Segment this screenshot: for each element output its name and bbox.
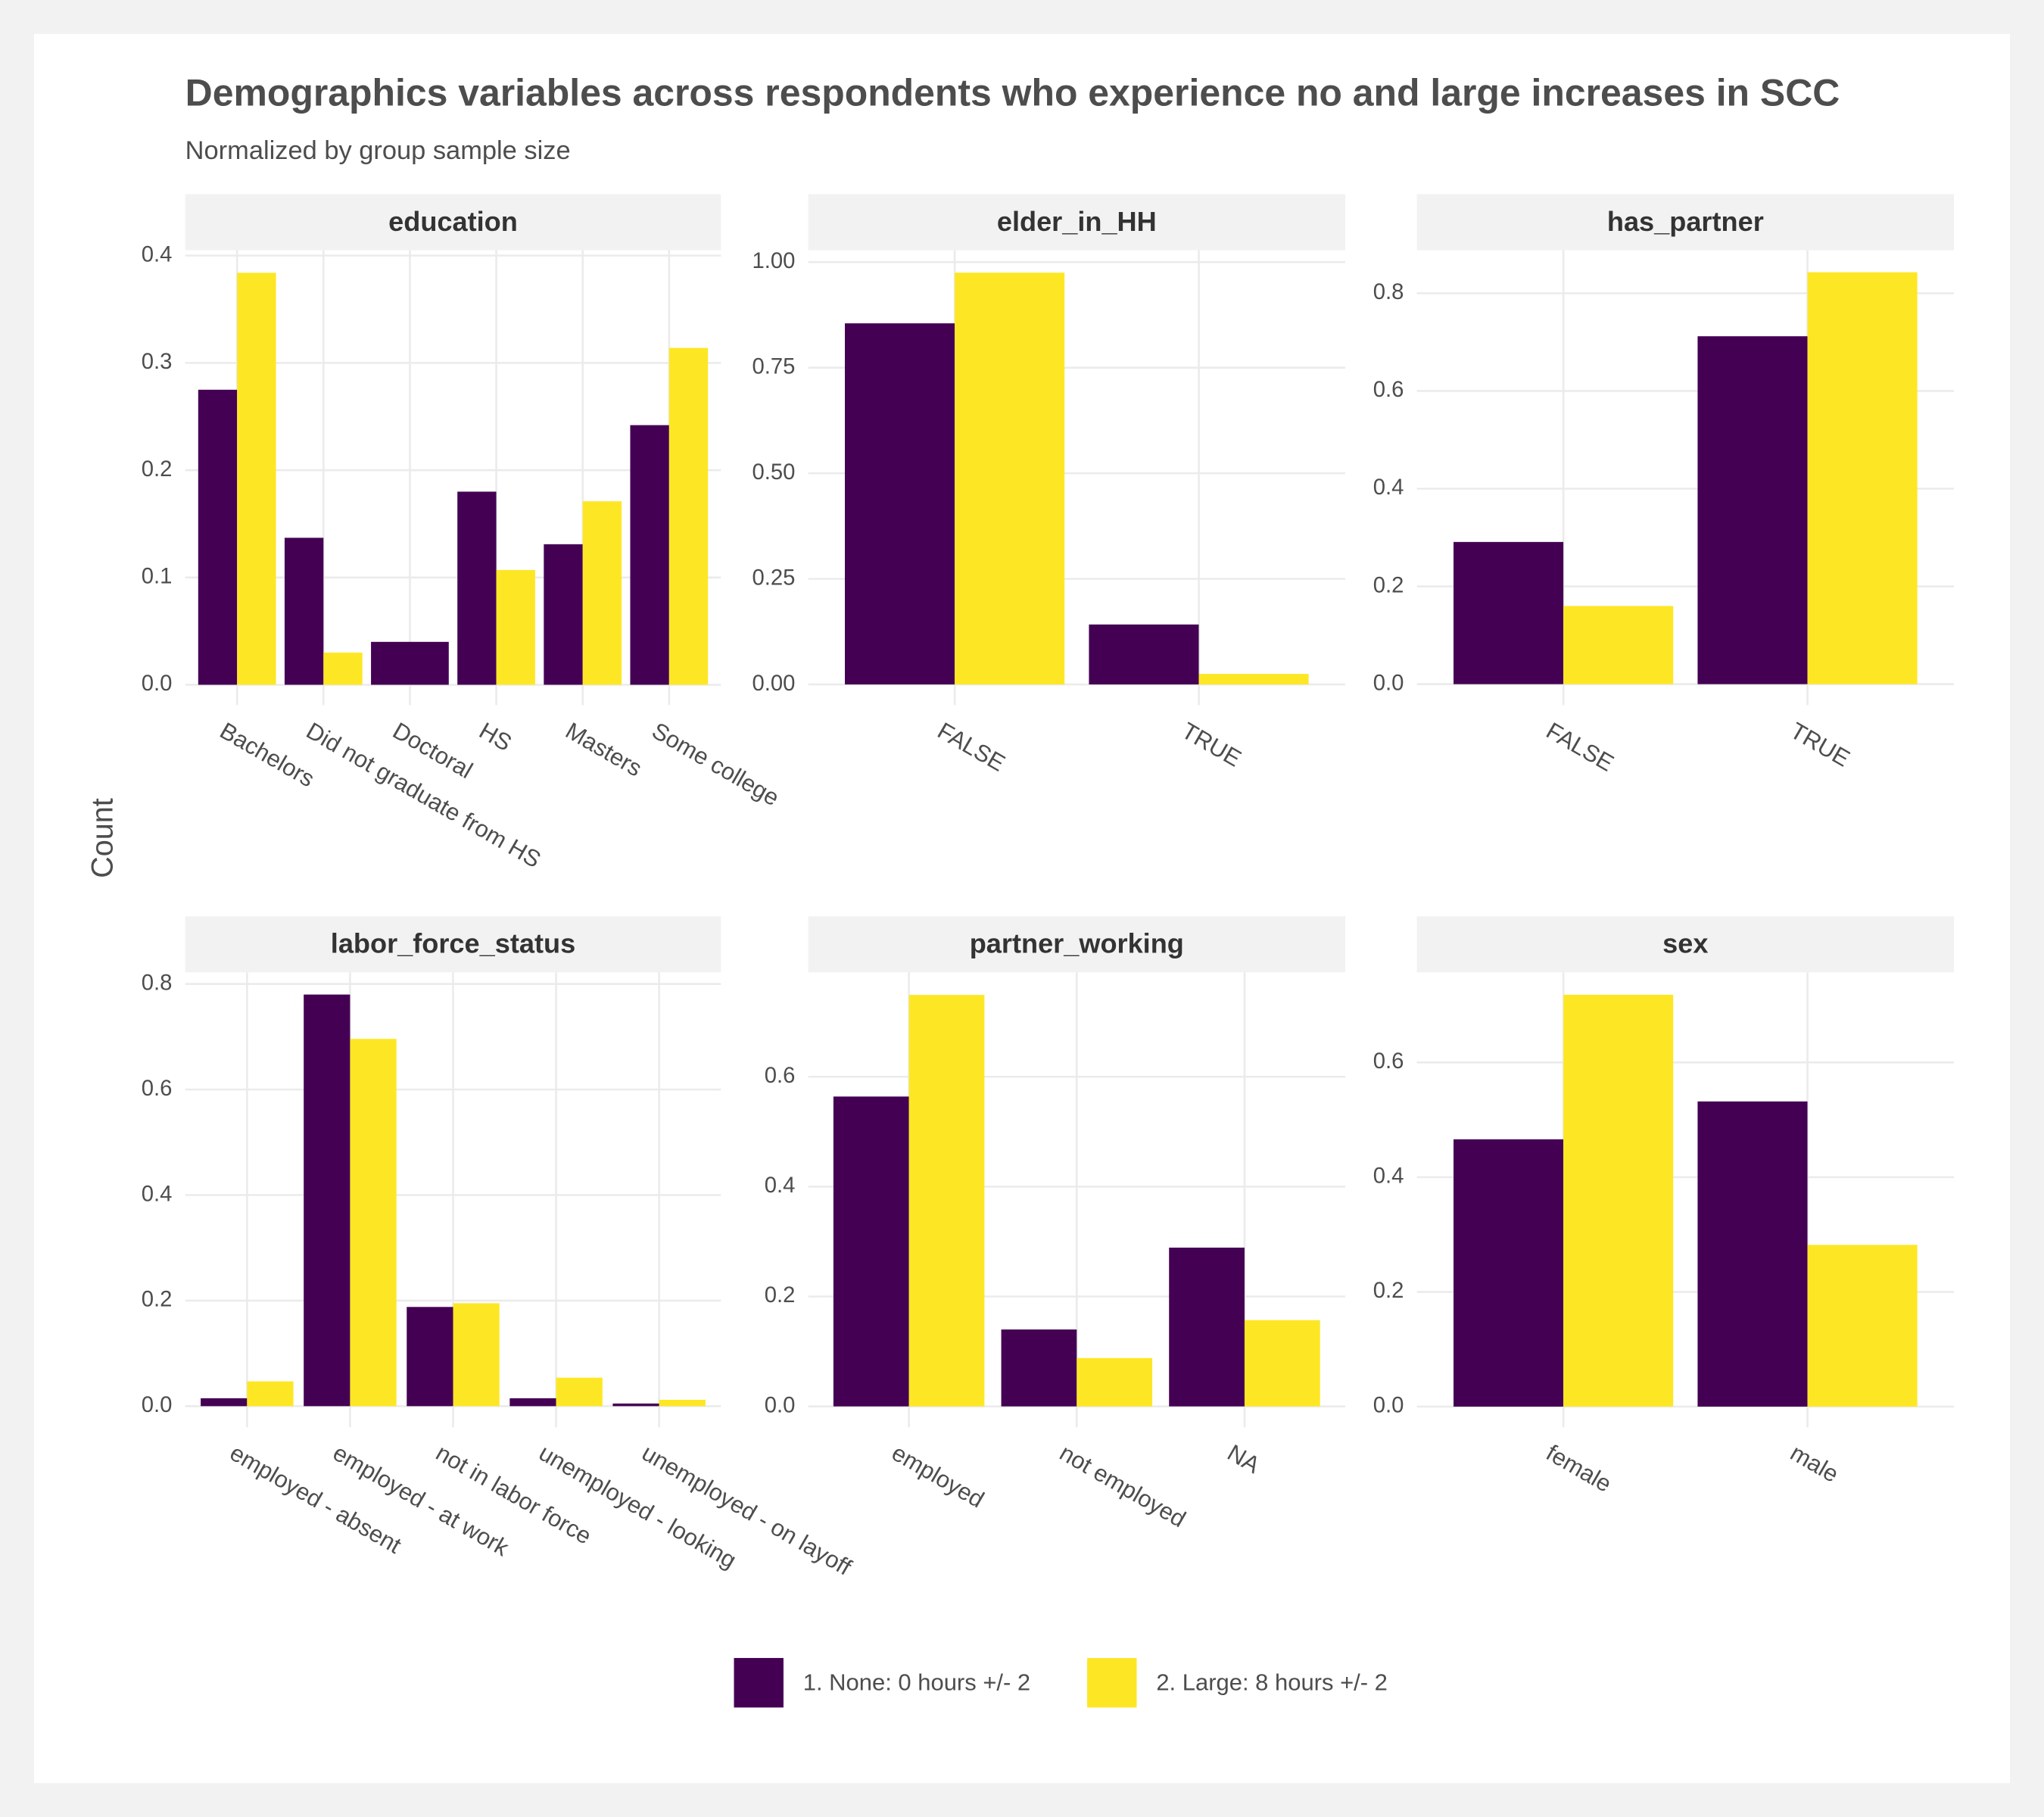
facet-strip bbox=[1416, 194, 1954, 251]
y-tick-label: 0.00 bbox=[752, 672, 795, 696]
y-tick-label: 0.0 bbox=[142, 1393, 173, 1417]
bar bbox=[1563, 994, 1674, 1407]
y-tick-label: 0.50 bbox=[752, 460, 795, 485]
legend-label: 1. None: 0 hours +/- 2 bbox=[803, 1669, 1030, 1696]
facet-strip bbox=[185, 916, 721, 973]
bar bbox=[1198, 674, 1309, 685]
bar bbox=[201, 1398, 248, 1407]
bar bbox=[1563, 606, 1674, 684]
bar bbox=[371, 641, 449, 685]
bar bbox=[1454, 1139, 1564, 1407]
bar bbox=[833, 1096, 909, 1407]
y-tick-label: 0.4 bbox=[1373, 475, 1404, 500]
y-tick-label: 0.6 bbox=[765, 1064, 796, 1088]
y-tick-label: 0.1 bbox=[142, 565, 173, 589]
bar bbox=[304, 994, 351, 1407]
y-tick-label: 0.2 bbox=[1373, 1279, 1404, 1303]
bar bbox=[323, 652, 363, 685]
y-tick-label: 0.4 bbox=[765, 1173, 796, 1198]
y-tick-label: 0.8 bbox=[1373, 280, 1404, 304]
bar bbox=[659, 1399, 706, 1407]
bar bbox=[612, 1403, 659, 1407]
bar bbox=[1697, 1101, 1808, 1407]
bar bbox=[544, 544, 583, 685]
y-tick-label: 0.2 bbox=[765, 1283, 796, 1307]
facet-strip bbox=[185, 194, 721, 251]
facet-title: education bbox=[388, 206, 518, 237]
bar bbox=[668, 348, 709, 685]
facet-title: labor_force_status bbox=[331, 928, 575, 959]
facet-strip bbox=[808, 194, 1345, 251]
legend-swatch bbox=[1087, 1657, 1137, 1708]
y-tick-label: 0.4 bbox=[142, 242, 173, 266]
y-tick-label: 0.4 bbox=[1373, 1164, 1404, 1189]
bar bbox=[1089, 624, 1199, 685]
y-tick-label: 0.0 bbox=[1373, 1394, 1404, 1418]
y-tick-label: 0.2 bbox=[1373, 573, 1404, 597]
bar bbox=[1697, 336, 1808, 684]
bar bbox=[582, 501, 622, 685]
chart-subtitle: Normalized by group sample size bbox=[185, 136, 571, 165]
y-tick-label: 0.6 bbox=[1373, 378, 1404, 402]
y-tick-label: 0.0 bbox=[1373, 671, 1404, 695]
bar bbox=[1454, 541, 1564, 684]
bar bbox=[1001, 1329, 1077, 1407]
bar bbox=[509, 1398, 556, 1407]
y-tick-label: 1.00 bbox=[752, 249, 795, 273]
y-tick-label: 0.8 bbox=[142, 971, 173, 995]
y-tick-label: 0.0 bbox=[142, 672, 173, 696]
bar bbox=[284, 538, 324, 685]
y-axis-label: Count bbox=[86, 798, 119, 878]
facet-strip bbox=[808, 916, 1345, 973]
bar bbox=[1169, 1247, 1245, 1407]
facet-title: sex bbox=[1662, 928, 1708, 959]
facet-title: elder_in_HH bbox=[997, 206, 1157, 237]
bar bbox=[955, 273, 1065, 685]
y-tick-label: 0.2 bbox=[142, 1288, 173, 1312]
bar bbox=[247, 1381, 294, 1407]
bar bbox=[1244, 1320, 1320, 1407]
bar bbox=[237, 273, 276, 685]
bar bbox=[1077, 1357, 1153, 1407]
legend-swatch bbox=[734, 1657, 784, 1708]
chart-title: Demographics variables across respondent… bbox=[185, 71, 1840, 114]
bar bbox=[198, 389, 238, 685]
bar bbox=[407, 1307, 453, 1407]
y-tick-label: 0.25 bbox=[752, 566, 795, 590]
bar bbox=[350, 1039, 397, 1407]
bar bbox=[845, 323, 955, 685]
facet-title: has_partner bbox=[1607, 206, 1764, 237]
bar bbox=[556, 1377, 603, 1407]
y-tick-label: 0.2 bbox=[142, 457, 173, 482]
facet-strip bbox=[1416, 916, 1954, 973]
y-tick-label: 0.6 bbox=[142, 1077, 173, 1101]
y-tick-label: 0.3 bbox=[142, 350, 173, 374]
bar bbox=[457, 491, 497, 685]
facet-title: partner_working bbox=[970, 928, 1184, 959]
bar bbox=[1807, 272, 1918, 684]
y-tick-label: 0.75 bbox=[752, 354, 795, 379]
y-tick-label: 0.0 bbox=[765, 1393, 796, 1417]
bar bbox=[496, 569, 535, 685]
bar bbox=[1807, 1245, 1918, 1407]
bar bbox=[630, 425, 669, 685]
legend-label: 2. Large: 8 hours +/- 2 bbox=[1156, 1669, 1388, 1696]
y-tick-label: 0.4 bbox=[142, 1182, 173, 1206]
bar bbox=[908, 995, 985, 1407]
bar bbox=[453, 1303, 500, 1407]
y-tick-label: 0.6 bbox=[1373, 1049, 1404, 1074]
